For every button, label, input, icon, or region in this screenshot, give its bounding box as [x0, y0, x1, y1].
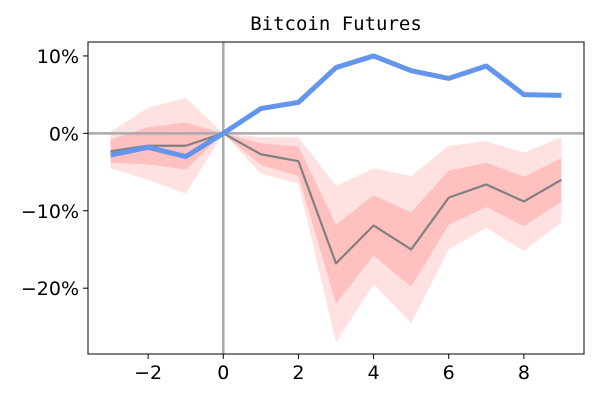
y-tick-label: 10% — [37, 46, 79, 68]
x-tick-label: 0 — [217, 362, 229, 384]
x-tick-label: 4 — [368, 362, 380, 384]
plot-frame — [87, 41, 585, 355]
y-tick-label: −10% — [21, 201, 79, 223]
confidence-band-2 — [110, 122, 562, 304]
data-layer — [88, 42, 584, 354]
x-tick-label: 2 — [292, 362, 304, 384]
x-tick-label: 6 — [443, 362, 455, 384]
plot-area: −2 0 2 4 6 8 10% 0% −10% −20% — [21, 41, 585, 384]
y-tick-label: −20% — [21, 278, 79, 300]
chart-title: Bitcoin Futures — [250, 13, 422, 35]
mean-series-line — [110, 132, 562, 265]
highlight-series-line — [110, 53, 562, 160]
confidence-band-1 — [110, 97, 562, 343]
x-tick-label: −2 — [134, 362, 162, 384]
x-tick-label: 8 — [518, 362, 530, 384]
y-tick-label: 0% — [49, 123, 79, 145]
